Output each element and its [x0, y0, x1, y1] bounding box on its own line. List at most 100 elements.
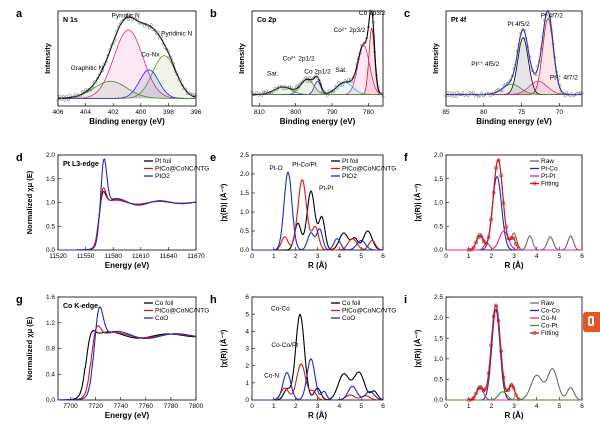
raw-point	[544, 13, 548, 17]
raw-point	[125, 13, 129, 17]
raw-point	[314, 74, 318, 78]
raw-point	[104, 60, 108, 63]
y-axis-label: Intensity	[237, 42, 246, 74]
legend-item: Raw	[541, 300, 554, 307]
y-tick-label: 1.5	[46, 176, 55, 183]
y-tick-label: 1	[245, 380, 249, 387]
raw-point	[502, 84, 506, 88]
annotation: Co-N	[264, 373, 279, 380]
raw-point	[144, 22, 148, 26]
raw-point	[568, 94, 572, 98]
x-tick-label: 5	[359, 403, 363, 410]
raw-point	[461, 91, 465, 95]
raw-point	[478, 93, 482, 97]
x-tick-label: 11580	[104, 253, 122, 260]
y-tick-label: 2.5	[434, 294, 443, 301]
x-tick-label: 11520	[49, 253, 67, 260]
x-tick-label: 7760	[139, 403, 154, 410]
fit-point	[499, 349, 503, 353]
y-axis-label: Intensity	[43, 42, 52, 74]
raw-point	[498, 89, 502, 93]
annotation: Pt²⁺ 4f5/2	[471, 61, 499, 68]
raw-point	[471, 90, 475, 94]
raw-point	[558, 84, 562, 88]
series-fitting	[468, 159, 519, 251]
raw-point	[252, 93, 256, 97]
raw-point	[77, 93, 81, 97]
x-tick-label: 70	[556, 109, 564, 116]
raw-point	[113, 38, 117, 42]
annotation: Sat.	[335, 67, 347, 74]
inset-title: Co 2p	[257, 17, 276, 24]
raw-point	[476, 95, 480, 99]
raw-point	[509, 78, 513, 82]
raw-point	[128, 13, 132, 17]
raw-point	[312, 75, 316, 79]
raw-point	[536, 64, 540, 68]
raw-point	[115, 29, 119, 33]
raw-point	[365, 36, 369, 40]
fit-point	[494, 303, 498, 308]
raw-point	[253, 93, 257, 97]
raw-point	[120, 20, 124, 24]
raw-point	[182, 87, 186, 91]
annotation: Co-Co	[271, 306, 290, 313]
raw-point	[549, 28, 553, 32]
raw-point	[268, 90, 272, 94]
raw-point	[65, 94, 69, 98]
legend-item: Pt-Co	[541, 166, 558, 173]
annotation: Pt-Co/Pt	[292, 161, 317, 168]
raw-point	[311, 77, 315, 81]
series-raw	[444, 9, 584, 99]
raw-point	[85, 89, 89, 93]
panel-label: a	[16, 8, 23, 20]
raw-point	[539, 47, 543, 51]
raw-point	[529, 65, 533, 69]
raw-point	[255, 91, 259, 95]
raw-point	[103, 62, 107, 66]
fit-point	[506, 388, 511, 392]
raw-point	[526, 45, 530, 49]
raw-point	[58, 94, 62, 98]
x-tick-label: 4	[338, 253, 342, 260]
raw-point	[560, 91, 564, 95]
x-tick-label: 7740	[113, 403, 128, 410]
y-tick-label: 2	[245, 363, 249, 370]
fit-point	[466, 398, 471, 402]
axes-frame	[57, 10, 197, 107]
raw-point	[281, 87, 285, 91]
y-tick-label: 1.0	[240, 209, 249, 216]
raw-point	[185, 91, 189, 95]
raw-point	[515, 49, 519, 53]
x-tick-label: 398	[163, 109, 174, 116]
x-axis-label: Energy (eV)	[105, 411, 150, 420]
y-tick-label: 1.6	[46, 294, 55, 301]
raw-point	[89, 88, 93, 92]
x-tick-label: 11670	[187, 253, 205, 260]
legend-item: PtO2	[155, 173, 170, 180]
raw-point	[361, 43, 365, 47]
annotation: Pt-Pt	[319, 185, 334, 192]
fit-point	[469, 247, 474, 252]
panel-a: a 406 404 402 400 398 396 Binding energy (eV) In…	[16, 8, 202, 126]
panel-h: h 0 1 2 3 4 5 6 R (Å) 0 1 2 3 4 5 6 |χ(R)| (Å⁻³) Co foilP…	[210, 294, 396, 420]
fit-point	[516, 246, 521, 251]
raw-point	[551, 42, 555, 46]
raw-point	[147, 26, 151, 30]
raw-point	[451, 95, 455, 99]
raw-point	[72, 95, 75, 99]
fit-point	[504, 388, 508, 393]
x-tick-label: 1	[272, 253, 276, 260]
raw-point	[517, 42, 521, 46]
raw-point	[356, 57, 360, 61]
raw-point	[189, 92, 193, 96]
y-tick-label: 2.5	[240, 152, 249, 159]
raw-point	[298, 83, 301, 87]
raw-point	[373, 50, 377, 54]
logo-icon[interactable]	[583, 312, 600, 332]
y-tick-label: 6	[245, 294, 249, 301]
y-axis-label: Intensity	[431, 42, 440, 74]
x-tick-label: 790	[327, 109, 338, 116]
